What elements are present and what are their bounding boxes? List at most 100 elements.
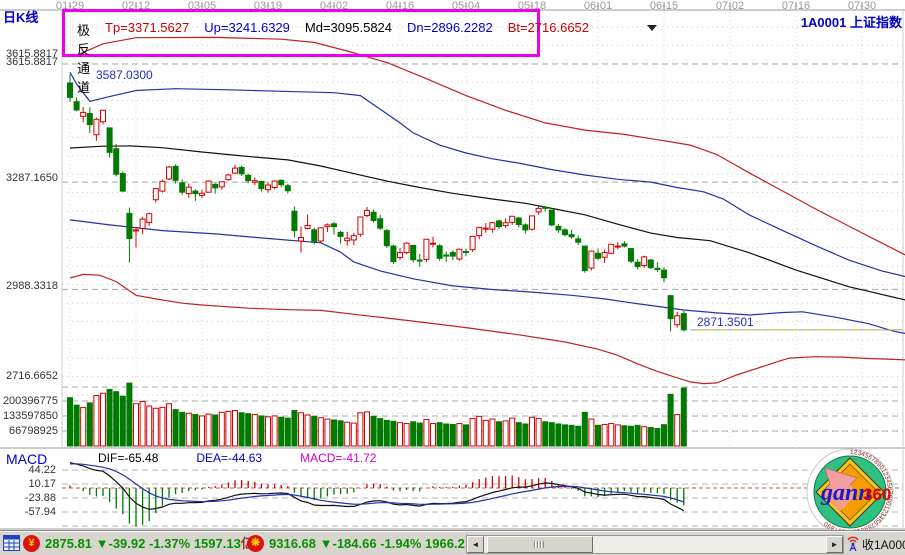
volume-bar — [410, 421, 417, 447]
volume-bar — [614, 424, 621, 447]
volume-bar — [522, 423, 529, 447]
macd-dif-value: DIF=-65.48 — [98, 451, 159, 465]
volume-bar — [568, 424, 575, 447]
candle-body — [529, 215, 535, 230]
candle-body — [232, 167, 238, 174]
symbol-title: 1A0001 上证指数 — [801, 12, 902, 31]
scrollbar-thumb[interactable] — [487, 536, 593, 553]
horizontal-scrollbar[interactable]: ◄ ► — [466, 535, 844, 554]
candle-body — [278, 179, 285, 186]
candle-body — [192, 190, 199, 195]
candle-body — [489, 222, 496, 230]
axis-label: 03-05 — [187, 0, 217, 12]
axis-label: 01-29 — [55, 0, 85, 12]
gann360-logo: 1234567890123456789012345678901234567890… — [806, 448, 894, 536]
scroll-right-button[interactable]: ► — [826, 536, 843, 553]
candle-body — [476, 226, 483, 237]
feed-status-text: 收1A0001分笔 — [862, 538, 905, 552]
channel-line-md — [69, 145, 905, 301]
volume-bar — [113, 391, 120, 447]
candle-body — [595, 252, 601, 259]
volume-bar — [304, 414, 311, 447]
axis-label: 3615.8817 — [6, 48, 58, 60]
candle-body — [126, 212, 133, 240]
volume-bar — [278, 416, 285, 447]
candle-body — [179, 182, 186, 193]
volume-bar — [324, 418, 331, 447]
candle-body — [601, 252, 608, 258]
candle-body — [357, 216, 364, 235]
volume-bar — [179, 411, 186, 447]
candle-body — [634, 261, 641, 268]
candle-body — [535, 207, 542, 213]
candle-body — [515, 217, 522, 226]
axis-label: 07-02 — [715, 0, 745, 12]
volume-bar — [350, 422, 357, 447]
candle-body — [502, 222, 509, 227]
candle-body — [159, 180, 166, 192]
candle-body — [416, 259, 423, 262]
volume-bar — [575, 425, 582, 447]
candle-body — [238, 166, 245, 175]
candle-body — [383, 230, 390, 247]
shenzhen-market-icon[interactable]: ❋ — [247, 535, 264, 552]
candle-body — [86, 113, 93, 126]
candle-body — [555, 225, 562, 231]
volume-bar — [67, 397, 73, 447]
candle-body — [317, 227, 324, 242]
volume-bar — [463, 424, 469, 447]
table-icon[interactable] — [3, 535, 20, 551]
axis-label: -23.88 — [24, 492, 56, 504]
volume-bar — [73, 404, 80, 447]
volume-bar — [601, 423, 608, 447]
candle-body — [436, 245, 443, 259]
axis-label: 3287.1650 — [6, 172, 58, 184]
axis-label: 06-01 — [583, 0, 613, 12]
volume-bar — [146, 405, 153, 447]
candle-body — [608, 243, 615, 254]
candle-body — [496, 220, 502, 228]
volume-bar — [443, 423, 450, 447]
candle-body — [654, 267, 661, 270]
volume-bar — [456, 423, 463, 447]
axis-label: 66798925 — [9, 425, 58, 437]
candle-body — [423, 238, 430, 260]
volume-bar — [337, 420, 344, 447]
volume-bar — [370, 415, 377, 447]
sh-price: 2875.81 — [45, 536, 92, 551]
channel-line-dn — [69, 219, 905, 334]
volume-bar — [416, 422, 423, 447]
volume-bar — [344, 421, 351, 447]
sh-change-pct: -1.37% — [149, 536, 191, 551]
channel-tp-value: Tp=3371.5627 — [105, 20, 190, 35]
candle-body — [185, 186, 192, 195]
volume-bar — [562, 424, 568, 447]
date-cursor-icon[interactable] — [647, 25, 657, 31]
volume-bar — [423, 419, 430, 447]
axis-label: 3615.8817 — [6, 56, 58, 68]
scroll-left-button[interactable]: ◄ — [467, 536, 484, 553]
volume-bar — [86, 402, 93, 447]
volume-bar — [489, 418, 496, 447]
candle-body — [152, 188, 159, 201]
candle-body — [146, 213, 153, 223]
volume-bar — [674, 414, 681, 447]
volume-bar — [509, 417, 516, 447]
candle-body — [377, 218, 384, 229]
candle-body — [581, 245, 588, 271]
sz-change: -184.66 — [332, 536, 377, 551]
volume-bar — [621, 425, 628, 447]
candle-body — [674, 315, 681, 326]
volume-bar — [271, 415, 278, 447]
volume-bar — [93, 394, 100, 447]
channel-up-value: Up=3241.6329 — [204, 20, 290, 35]
volume-bar — [595, 424, 601, 447]
shanghai-market-icon[interactable]: ¥ — [23, 535, 40, 552]
candle-body — [337, 231, 344, 237]
axis-label: 03-19 — [253, 0, 283, 12]
candle-body — [331, 223, 337, 228]
macd-dea-line — [70, 463, 684, 506]
axis-label: 133597850 — [2, 410, 58, 422]
